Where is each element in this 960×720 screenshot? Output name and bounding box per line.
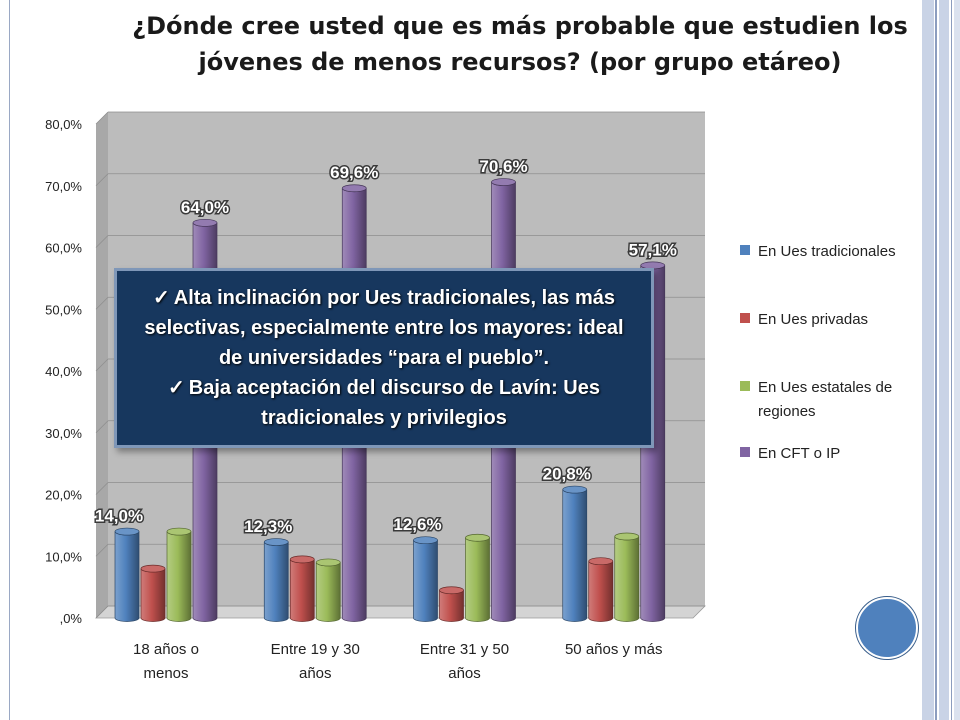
legend-label: En Ues tradicionales (758, 243, 896, 260)
data-label: 12,3% (244, 517, 292, 536)
bar (439, 590, 464, 622)
ytick-label: 60,0% (45, 241, 82, 256)
category-label: 18 años o (133, 641, 199, 658)
bar (263, 541, 289, 622)
legend-swatch (740, 381, 750, 391)
bar (413, 540, 438, 622)
bar-cap (465, 533, 490, 542)
ytick-label: 10,0% (45, 549, 82, 564)
ytick-label: 50,0% (45, 302, 82, 317)
callout-point-1: ✓ Alta inclinación por Ues tradicionales,… (144, 287, 624, 369)
bar-cap (140, 564, 166, 573)
gridline-side (95, 358, 109, 372)
category-label: menos (143, 665, 188, 682)
data-label: 57,1% (629, 240, 677, 259)
category-label: 50 años y más (565, 641, 663, 658)
ytick-label: 30,0% (45, 426, 82, 441)
gridline-side (95, 420, 109, 434)
data-label: 69,6% (330, 163, 378, 182)
bar-cap (166, 527, 192, 536)
data-label: 20,8% (543, 465, 591, 484)
legend-swatch (740, 447, 750, 457)
ytick-label: ,0% (60, 611, 83, 626)
category-label: años (448, 665, 481, 682)
legend-label: En CFT o IP (758, 445, 840, 462)
bar-cap (114, 527, 140, 536)
bar (588, 561, 614, 622)
ytick-label: 40,0% (45, 364, 82, 379)
bar-cap (588, 557, 614, 566)
gridline-side (95, 111, 109, 125)
callout-point-2: ✓ Baja aceptación del discurso de Lavín: … (167, 377, 600, 429)
gridline-side (95, 235, 109, 248)
bar-cap (614, 532, 640, 541)
data-label: 64,0% (181, 198, 229, 217)
bar (465, 537, 490, 622)
slide-right-decoration (922, 0, 960, 720)
ytick-label: 70,0% (45, 179, 82, 194)
bar (166, 531, 192, 622)
bar-cap (439, 586, 464, 595)
legend-label: En Ues estatales de (758, 379, 892, 396)
callout-box: ✓ Alta inclinación por Ues tradicionales,… (114, 268, 654, 448)
slide-circle-decoration (856, 597, 918, 659)
bar (315, 562, 341, 622)
bar (614, 536, 640, 622)
data-label: 12,6% (393, 515, 441, 534)
gridline-side (95, 482, 109, 495)
gridline-side (95, 296, 109, 310)
bar-cap (263, 538, 289, 546)
bar-cap (341, 184, 367, 193)
bar (562, 489, 588, 622)
bar-cap (413, 536, 438, 545)
bar (114, 531, 140, 622)
gridline-side (95, 543, 109, 557)
gridline-side (95, 173, 109, 187)
legend-swatch (740, 313, 750, 323)
legend-label: regiones (758, 403, 816, 420)
bar-cap (562, 485, 588, 494)
data-label: 70,6% (479, 157, 527, 176)
gridline-side (95, 605, 109, 619)
legend-swatch (740, 245, 750, 255)
data-label: 14,0% (95, 507, 143, 526)
bar-cap (289, 555, 315, 564)
bar (289, 559, 315, 622)
category-label: años (299, 665, 332, 682)
chart-title: ¿Dónde cree usted que es más probable qu… (132, 12, 908, 76)
bar-cap (491, 178, 516, 186)
bar-cap (192, 218, 218, 227)
bar-cap (315, 558, 341, 567)
slide-left-rule (9, 0, 10, 720)
category-label: Entre 19 y 30 (271, 641, 360, 658)
ytick-label: 80,0% (45, 117, 82, 132)
bar (140, 568, 166, 622)
legend-label: En Ues privadas (758, 311, 868, 328)
ytick-label: 20,0% (45, 488, 82, 503)
category-label: Entre 31 y 50 (420, 641, 509, 658)
